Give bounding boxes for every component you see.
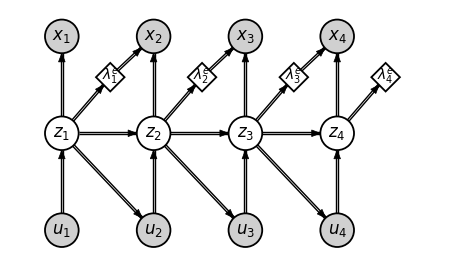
Polygon shape (242, 53, 249, 62)
Polygon shape (334, 53, 341, 62)
Polygon shape (134, 209, 142, 218)
Text: $u_2$: $u_2$ (144, 221, 163, 239)
Polygon shape (371, 63, 400, 91)
Text: $x_4$: $x_4$ (328, 27, 346, 45)
Polygon shape (150, 53, 157, 62)
Text: $z_3$: $z_3$ (237, 124, 254, 142)
Polygon shape (316, 48, 325, 56)
Circle shape (137, 20, 171, 53)
Circle shape (137, 213, 171, 247)
Polygon shape (220, 130, 229, 136)
Polygon shape (242, 150, 249, 159)
Polygon shape (371, 85, 379, 93)
Circle shape (229, 213, 262, 247)
Polygon shape (312, 130, 320, 136)
Text: $\lambda_2^e$: $\lambda_2^e$ (194, 67, 211, 87)
Polygon shape (58, 53, 65, 62)
Polygon shape (334, 150, 341, 159)
Circle shape (45, 20, 79, 53)
Polygon shape (128, 130, 137, 136)
Circle shape (320, 213, 354, 247)
Circle shape (229, 20, 262, 53)
Text: $\lambda_4^e$: $\lambda_4^e$ (377, 67, 394, 87)
Circle shape (45, 116, 79, 150)
Polygon shape (58, 150, 65, 159)
Text: $u_4$: $u_4$ (328, 221, 347, 239)
Text: $z_4$: $z_4$ (328, 124, 346, 142)
Text: $x_3$: $x_3$ (236, 27, 255, 45)
Circle shape (45, 213, 79, 247)
Circle shape (137, 116, 171, 150)
Text: $z_2$: $z_2$ (145, 124, 162, 142)
Circle shape (229, 116, 262, 150)
Polygon shape (225, 48, 233, 56)
Text: $z_1$: $z_1$ (53, 124, 70, 142)
Polygon shape (95, 85, 104, 93)
Polygon shape (150, 150, 157, 159)
Text: $x_1$: $x_1$ (53, 27, 71, 45)
Polygon shape (225, 209, 234, 218)
Polygon shape (96, 63, 125, 91)
Text: $u_3$: $u_3$ (236, 221, 255, 239)
Circle shape (320, 116, 354, 150)
Circle shape (320, 20, 354, 53)
Polygon shape (187, 85, 195, 93)
Polygon shape (133, 48, 141, 56)
Text: $\lambda_1^e$: $\lambda_1^e$ (102, 67, 119, 87)
Polygon shape (279, 63, 308, 91)
Polygon shape (317, 209, 326, 218)
Polygon shape (188, 63, 216, 91)
Text: $u_1$: $u_1$ (52, 221, 71, 239)
Polygon shape (279, 85, 287, 93)
Text: $x_2$: $x_2$ (144, 27, 163, 45)
Text: $\lambda_3^e$: $\lambda_3^e$ (285, 67, 302, 87)
